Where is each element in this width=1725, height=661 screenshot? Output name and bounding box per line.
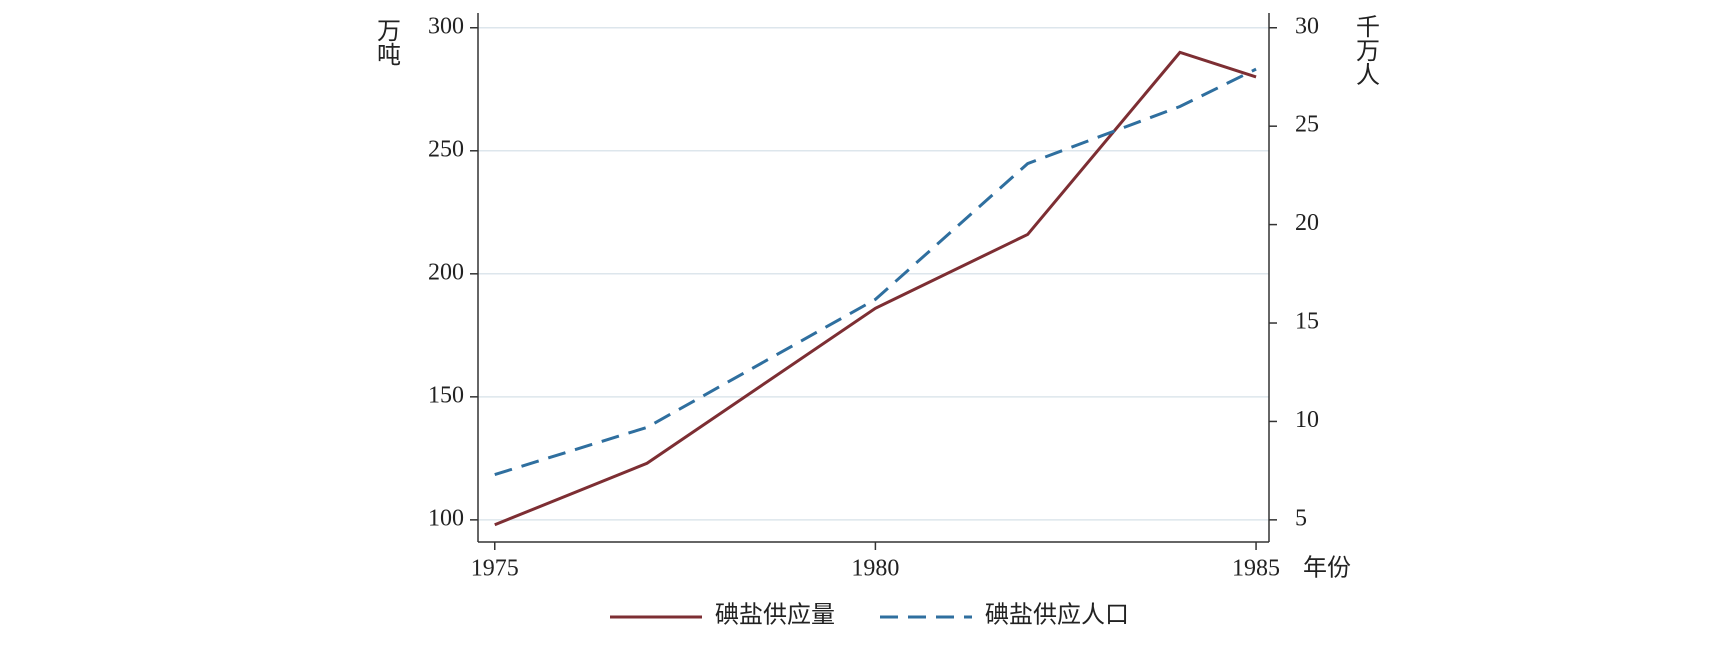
legend-label: 碘盐供应量 [715,602,835,629]
y2-tick-label: 10 [1295,407,1319,433]
y-tick-label: 200 [428,259,464,285]
y2-tick-label: 15 [1295,309,1319,335]
y-tick-label: 150 [428,382,464,408]
line-series [494,67,1257,477]
x-axis-label: 年份 [1303,555,1351,582]
x-tick-label: 1980 [851,556,899,582]
x-tick-label: 1975 [471,556,519,582]
legend-label: 碘盐供应人口 [985,602,1129,629]
line-series [494,50,1257,527]
x-tick-label: 1985 [1232,556,1280,582]
y2-axis-label: 千万人 [1351,14,1379,86]
y2-tick-label: 30 [1295,13,1319,39]
y-tick-label: 100 [428,505,464,531]
y-tick-label: 300 [428,13,464,39]
y-tick-label: 250 [428,136,464,162]
y-axis-label: 万吨 [372,18,400,66]
y2-tick-label: 5 [1295,505,1307,531]
y2-tick-label: 20 [1295,210,1319,236]
y2-tick-label: 25 [1295,112,1319,138]
